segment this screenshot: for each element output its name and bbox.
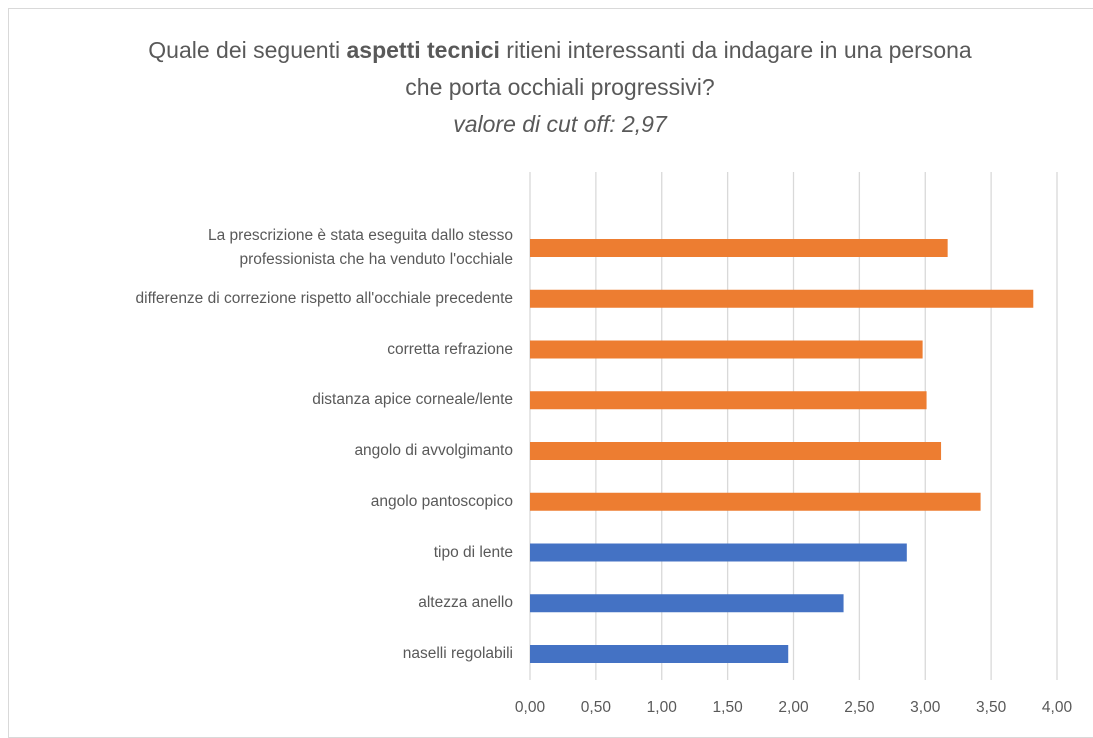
y-tick-label: naselli regolabili	[402, 645, 513, 662]
y-tick-label: distanza apice corneale/lente	[312, 391, 513, 409]
title-part: ritieni interessanti da indagare in una …	[405, 37, 972, 100]
x-tick-label: 0,50	[581, 699, 612, 716]
chart-title: Quale dei seguenti aspetti tecnici ritie…	[130, 32, 990, 143]
y-tick-label: La prescrizione è stata eseguita dallo s…	[207, 227, 513, 268]
y-tick-label: angolo pantoscopico	[370, 492, 513, 510]
title-bold: aspetti tecnici	[346, 37, 500, 63]
title-part: Quale dei seguenti	[148, 37, 347, 63]
x-tick-label: 1,00	[647, 699, 678, 716]
bar	[530, 492, 981, 511]
bar	[530, 442, 942, 460]
bar	[530, 340, 923, 359]
bar	[530, 239, 948, 257]
x-tick-label: 4,00	[1042, 699, 1073, 716]
x-tick-label: 3,00	[910, 699, 941, 716]
bar	[530, 391, 927, 410]
x-tick-label: 3,50	[976, 699, 1007, 716]
x-tick-label: 1,50	[713, 699, 744, 716]
bar	[530, 543, 907, 562]
chart-subtitle: valore di cut off: 2,97	[453, 111, 667, 137]
y-tick-label: differenze di correzione rispetto all'oc…	[135, 289, 513, 307]
x-tick-label: 0,00	[515, 699, 546, 716]
y-tick-label: tipo di lente	[433, 543, 513, 561]
bar	[530, 289, 1034, 308]
y-tick-label: corretta refrazione	[387, 340, 513, 358]
bar	[530, 594, 844, 613]
x-tick-label: 2,50	[844, 699, 875, 716]
x-tick-label: 2,00	[778, 699, 809, 716]
bar	[530, 645, 789, 663]
y-tick-label: angolo di avvolgimanto	[354, 442, 513, 459]
y-tick-label: altezza anello	[418, 594, 513, 612]
